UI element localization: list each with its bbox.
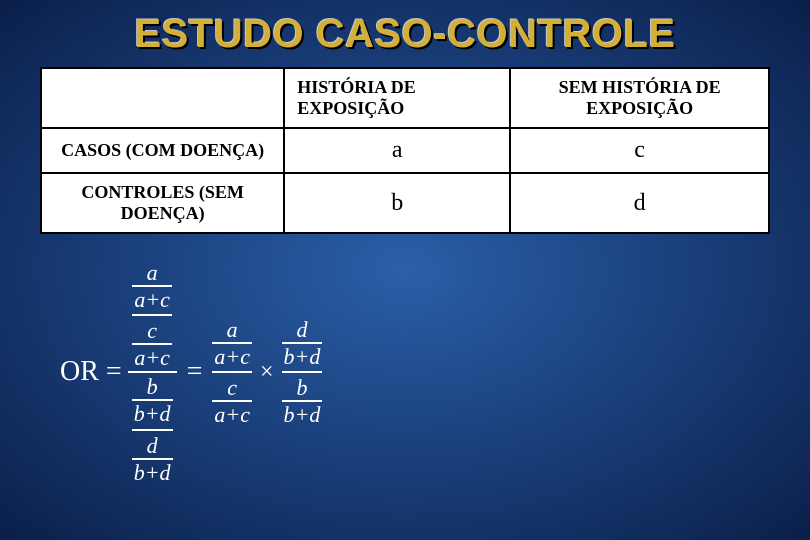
header-not-exposed: SEM HISTÓRIA DE EXPOSIÇÃO xyxy=(510,68,769,128)
page-title: ESTUDO CASO-CONTROLE xyxy=(0,0,810,67)
times-1: × xyxy=(260,359,274,386)
big-fraction-left: aa+c ca+c bb+d db+d xyxy=(128,259,177,486)
contingency-table: HISTÓRIA DE EXPOSIÇÃO SEM HISTÓRIA DE EX… xyxy=(40,67,770,234)
header-blank xyxy=(41,68,284,128)
or-label: OR = xyxy=(60,356,122,388)
odds-ratio-formula: OR = aa+c ca+c bb+d db+d = aa+c ca+c × xyxy=(60,259,810,486)
row-controls-label: CONTROLES (SEM DOENÇA) xyxy=(41,173,284,233)
middle-product: aa+c ca+c × db+d bb+d xyxy=(212,318,322,426)
header-exposed: HISTÓRIA DE EXPOSIÇÃO xyxy=(284,68,510,128)
row-cases-label: CASOS (COM DOENÇA) xyxy=(41,128,284,173)
cell-d: d xyxy=(510,173,769,233)
cell-a: a xyxy=(284,128,510,173)
cell-c: c xyxy=(510,128,769,173)
equals-1: = xyxy=(187,356,203,388)
cell-b: b xyxy=(284,173,510,233)
